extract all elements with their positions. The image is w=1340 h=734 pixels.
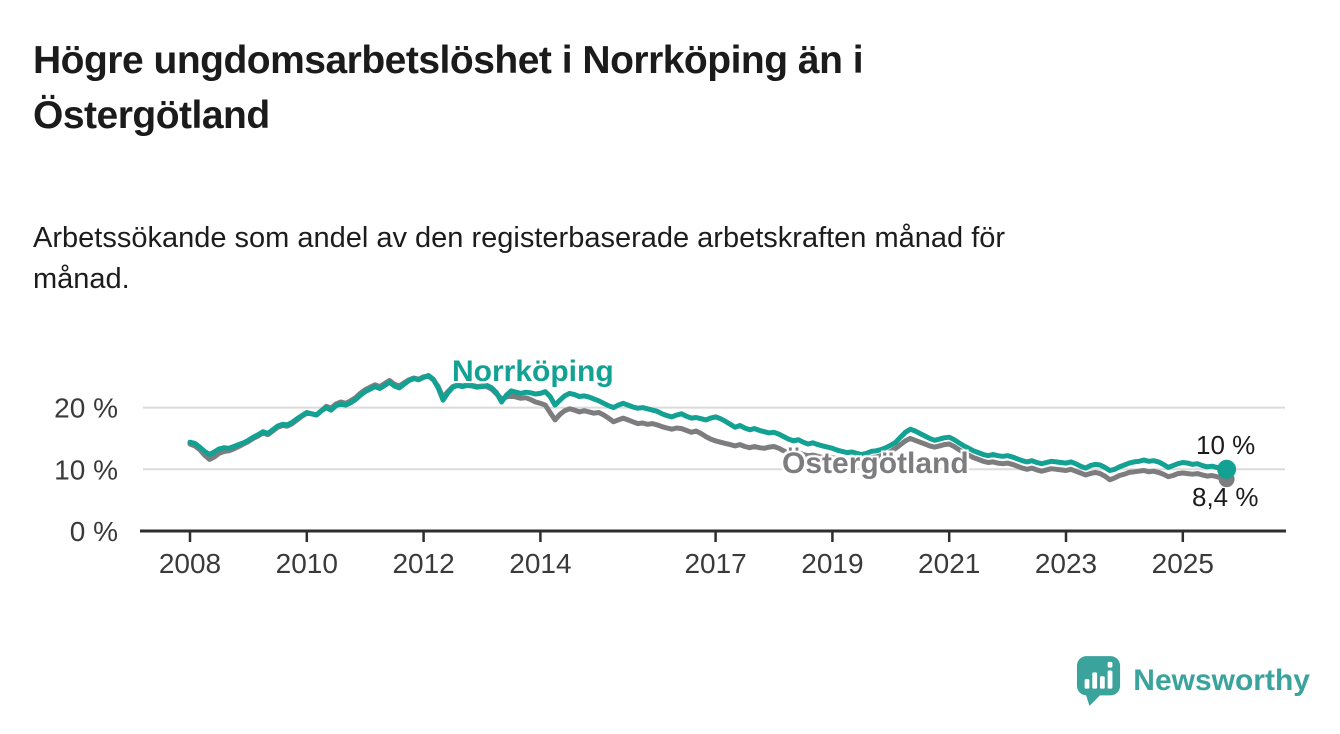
x-tick-label: 2025 [1152,548,1214,579]
x-tick-label: 2019 [801,548,863,579]
x-tick-label: 2017 [684,548,746,579]
x-tick-label: 2008 [159,548,221,579]
series-end-dot-norrkoping [1217,459,1237,479]
newsworthy-logo: Newsworthy [1076,655,1310,707]
x-tick-label: 2021 [918,548,980,579]
x-tick-label: 2010 [276,548,338,579]
chart-subtitle-line1: Arbetssökande som andel av den registerb… [33,222,1006,254]
y-tick-label: 10 % [54,454,118,485]
end-value-label-ostergotland: 8,4 % [1192,482,1259,512]
series-label-norrkoping: Norrköping [452,355,614,388]
chart-subtitle-line2: månad. [33,263,130,295]
chart-title-line2: Östergötland [33,94,270,137]
end-value-label-norrkoping: 10 % [1196,430,1256,460]
newsworthy-logo-icon [1077,656,1121,706]
series-line-norrkoping [187,373,1230,473]
chart-title-line1: Högre ungdomsarbetslöshet i Norrköping ä… [33,39,864,82]
chart-subtitle: Arbetssökande som andel av den registerb… [33,218,1005,300]
newsworthy-logo-text: Newsworthy [1133,664,1310,697]
x-tick-label: 2012 [392,548,454,579]
x-tick-label: 2023 [1035,548,1097,579]
series-label-ostergotland: Östergötland [782,447,969,480]
y-tick-label: 0 % [70,516,118,547]
x-tick-label: 2014 [509,548,571,579]
y-tick-label: 20 % [54,393,118,424]
chart-title: Högre ungdomsarbetslöshet i Norrköping ä… [33,33,864,143]
